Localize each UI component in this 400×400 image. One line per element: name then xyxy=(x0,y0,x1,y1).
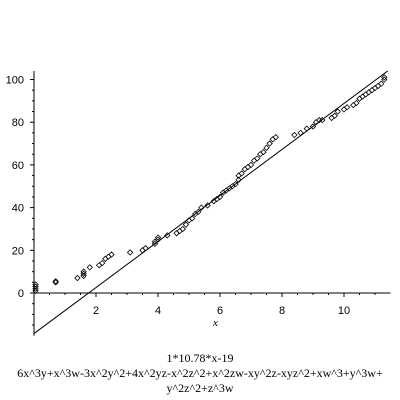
data-point xyxy=(266,140,273,147)
data-point xyxy=(291,131,298,139)
x-tick-label: 8 xyxy=(279,305,285,317)
data-point xyxy=(350,101,357,109)
data-point xyxy=(105,253,112,260)
data-point xyxy=(303,125,310,132)
data-point xyxy=(235,176,242,184)
data-point xyxy=(309,123,317,130)
data-point xyxy=(362,91,369,98)
data-point xyxy=(269,136,276,143)
data-point xyxy=(368,87,376,94)
data-point xyxy=(188,215,196,222)
data-point xyxy=(176,227,183,235)
data-point xyxy=(164,232,171,239)
x-tick-label: 6 xyxy=(217,305,223,317)
data-point xyxy=(260,148,267,156)
data-point xyxy=(52,278,59,285)
data-point xyxy=(378,80,385,87)
data-point xyxy=(257,151,264,158)
data-point xyxy=(80,268,87,275)
x-tick-label: 2 xyxy=(93,305,99,317)
caption-polynomial-line1: 6x^3y+x^3w-3x^2y^2+4x^2yz-x^2z^2+x^2zw-x… xyxy=(17,366,383,380)
data-point xyxy=(353,99,360,107)
x-axis-label: x xyxy=(212,317,218,329)
data-point xyxy=(365,89,372,96)
y-tick-label: 0 xyxy=(18,288,24,300)
data-point xyxy=(374,82,382,90)
y-tick-label: 40 xyxy=(12,203,24,215)
fit-line-group xyxy=(33,70,389,334)
y-tick-label: 20 xyxy=(12,245,24,257)
data-point xyxy=(334,108,341,115)
data-point xyxy=(381,74,388,81)
caption-polynomial-line2: y^2z^2+z^3w xyxy=(166,381,234,395)
data-point xyxy=(340,106,348,113)
data-point xyxy=(343,104,351,111)
data-point xyxy=(179,225,186,233)
fit-line xyxy=(33,70,389,334)
data-point xyxy=(250,157,258,164)
data-point xyxy=(198,204,205,211)
data-point xyxy=(99,259,106,267)
data-point xyxy=(232,180,239,188)
y-tick-label: 100 xyxy=(6,75,24,87)
data-point xyxy=(86,264,93,271)
data-point xyxy=(95,262,103,269)
data-point xyxy=(241,166,248,173)
data-point xyxy=(272,133,279,141)
data-point xyxy=(32,281,39,288)
data-point xyxy=(182,221,190,228)
data-point xyxy=(319,116,326,124)
data-point xyxy=(238,170,245,177)
data-point xyxy=(102,255,109,263)
data-point xyxy=(173,230,180,237)
caption-formula: 1*10.78*x-19 xyxy=(166,351,234,365)
data-point xyxy=(263,144,270,151)
data-point xyxy=(359,93,366,100)
x-tick-label: 4 xyxy=(155,305,161,317)
data-point xyxy=(154,234,162,241)
data-point xyxy=(126,249,134,256)
y-tick-label: 80 xyxy=(12,117,24,129)
data-point xyxy=(254,155,261,162)
data-point xyxy=(244,163,252,171)
data-point xyxy=(356,95,363,102)
data-point xyxy=(371,84,379,92)
data-point xyxy=(216,193,224,201)
data-point xyxy=(108,251,115,258)
data-point xyxy=(74,274,81,282)
y-tick-label: 60 xyxy=(12,160,24,172)
data-point xyxy=(247,161,255,169)
data-point xyxy=(142,244,149,252)
x-tick-label: 10 xyxy=(338,305,350,317)
data-point xyxy=(204,202,211,209)
data-points xyxy=(32,74,388,295)
data-point xyxy=(331,112,338,119)
data-point xyxy=(195,208,202,216)
data-point xyxy=(297,129,304,137)
data-point xyxy=(52,279,59,286)
data-point xyxy=(328,114,335,122)
